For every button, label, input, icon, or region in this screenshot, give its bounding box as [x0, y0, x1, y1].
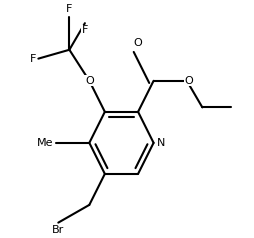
Text: F: F	[30, 54, 36, 64]
Text: F: F	[82, 25, 88, 35]
Text: F: F	[66, 4, 73, 14]
Text: O: O	[85, 76, 94, 86]
Text: O: O	[134, 38, 142, 48]
Text: Br: Br	[52, 225, 65, 235]
Text: O: O	[185, 76, 194, 86]
Text: Me: Me	[37, 138, 54, 148]
Text: N: N	[157, 138, 165, 148]
